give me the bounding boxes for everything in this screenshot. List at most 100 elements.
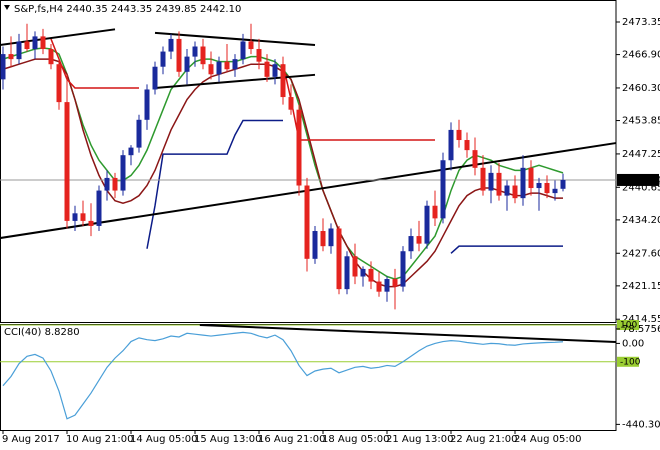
x-tick-label: 24 Aug 05:00: [514, 434, 581, 445]
price-panel: [0, 0, 617, 323]
overlay-line: [146, 119, 283, 249]
y-tick-label: 2440.65: [622, 182, 660, 193]
y-tick-label: 2427.60: [622, 248, 660, 259]
candle-body: [72, 213, 78, 221]
candle-body: [224, 61, 230, 70]
cci-plot: [0, 324, 616, 420]
overlay-line: [50, 38, 139, 89]
quote-close: 2442.10: [200, 4, 241, 15]
candle-body: [144, 89, 150, 120]
candle-body: [392, 279, 398, 287]
candle-body: [560, 179, 566, 189]
candle-body: [528, 167, 534, 189]
candle-body: [112, 177, 118, 191]
candle-body: [544, 182, 550, 194]
quote-low: 2439.85: [155, 4, 196, 15]
candle-body: [376, 281, 382, 292]
candle-body: [416, 236, 422, 244]
candle-body: [120, 155, 126, 191]
x-tick-label: 16 Aug 21:00: [258, 434, 325, 445]
candle-body: [168, 38, 174, 52]
candle-body: [504, 185, 510, 196]
cci-panel: [0, 324, 617, 431]
candle-body: [360, 268, 366, 277]
trend-line: [154, 31, 316, 46]
candle-body: [80, 213, 86, 221]
candle-body: [128, 147, 134, 156]
y-tick-label: 2421.15: [622, 281, 660, 292]
candle-body: [424, 205, 430, 244]
level-label: 100: [620, 321, 637, 331]
quote-header: S&P,fs,H4 2440.35 2443.35 2439.85 2442.1…: [14, 4, 241, 15]
candle-body: [16, 41, 22, 60]
candle-body: [56, 64, 62, 103]
x-tick-label: 10 Aug 21:00: [66, 434, 133, 445]
x-tick-label: 15 Aug 13:00: [194, 434, 261, 445]
y-tick-label: 2460.30: [622, 83, 660, 94]
candle-body: [320, 231, 326, 247]
candle-body: [24, 41, 30, 50]
y-tick-label: 2473.35: [622, 17, 660, 28]
candle-body: [152, 66, 158, 90]
candle-body: [496, 172, 502, 196]
candle-body: [88, 220, 94, 226]
candle-body: [312, 231, 318, 259]
symbol: S&P,fs,H4: [14, 4, 63, 15]
candle-body: [344, 256, 350, 290]
level-label-box: [617, 356, 639, 367]
candle-body: [200, 46, 206, 65]
y-tick-label: 2447.25: [622, 149, 660, 160]
x-tick-label: 18 Aug 05:00: [322, 434, 389, 445]
candle-body: [8, 54, 14, 60]
candle-body: [48, 49, 54, 65]
quote-open: 2440.35: [66, 4, 107, 15]
candle-body: [352, 256, 358, 277]
candle-body: [248, 41, 254, 50]
cci-line: [2, 331, 564, 420]
y-tick-label: 78.5756: [622, 324, 660, 335]
candle-body: [464, 140, 470, 151]
candle-body: [136, 119, 142, 148]
level-label: -100: [620, 357, 641, 367]
candle-body: [448, 129, 454, 161]
current-price-box: [617, 173, 659, 186]
y-tick-label: 2434.20: [622, 215, 660, 226]
candle-body: [160, 51, 166, 67]
candle-body: [328, 228, 334, 247]
price-plot: [0, 23, 616, 310]
candle-body: [488, 172, 494, 191]
x-tick-label: 9 Aug 2017: [2, 434, 60, 445]
candle-body: [256, 49, 262, 62]
candle-body: [0, 54, 6, 80]
level-label-box: [617, 320, 639, 330]
candle-body: [472, 150, 478, 168]
trend-line: [154, 73, 316, 89]
candle-body: [64, 102, 70, 221]
candle-body: [280, 64, 286, 98]
candle-body: [176, 38, 182, 72]
current-price-label: 2442.10: [620, 175, 660, 186]
cci-title: CCI(40): [4, 327, 42, 338]
x-tick-label: 21 Aug 13:00: [386, 434, 453, 445]
candle-body: [96, 190, 102, 226]
y-tick-label: -440.3047: [622, 419, 660, 430]
overlay-line: [282, 64, 435, 141]
y-tick-label: 2466.90: [622, 50, 660, 61]
candle-body: [536, 182, 542, 189]
candle-body: [304, 185, 310, 259]
axes: 2473.35 2466.90 2460.30 2453.85 2447.25 2440.…: [2, 17, 660, 445]
candle-body: [216, 61, 222, 75]
symbol-icon: [4, 5, 10, 10]
candle-body: [184, 56, 190, 72]
candle-body: [368, 268, 374, 282]
candle-body: [400, 251, 406, 287]
candle-body: [512, 185, 518, 199]
y-tick-label: 2453.85: [622, 116, 660, 127]
candle-body: [456, 129, 462, 141]
candle-body: [232, 59, 238, 70]
trend-line: [199, 324, 616, 344]
candle-body: [264, 61, 270, 77]
candle-body: [296, 109, 302, 186]
y-tick-label: 2414.55: [622, 314, 660, 325]
candle-body: [192, 46, 198, 57]
